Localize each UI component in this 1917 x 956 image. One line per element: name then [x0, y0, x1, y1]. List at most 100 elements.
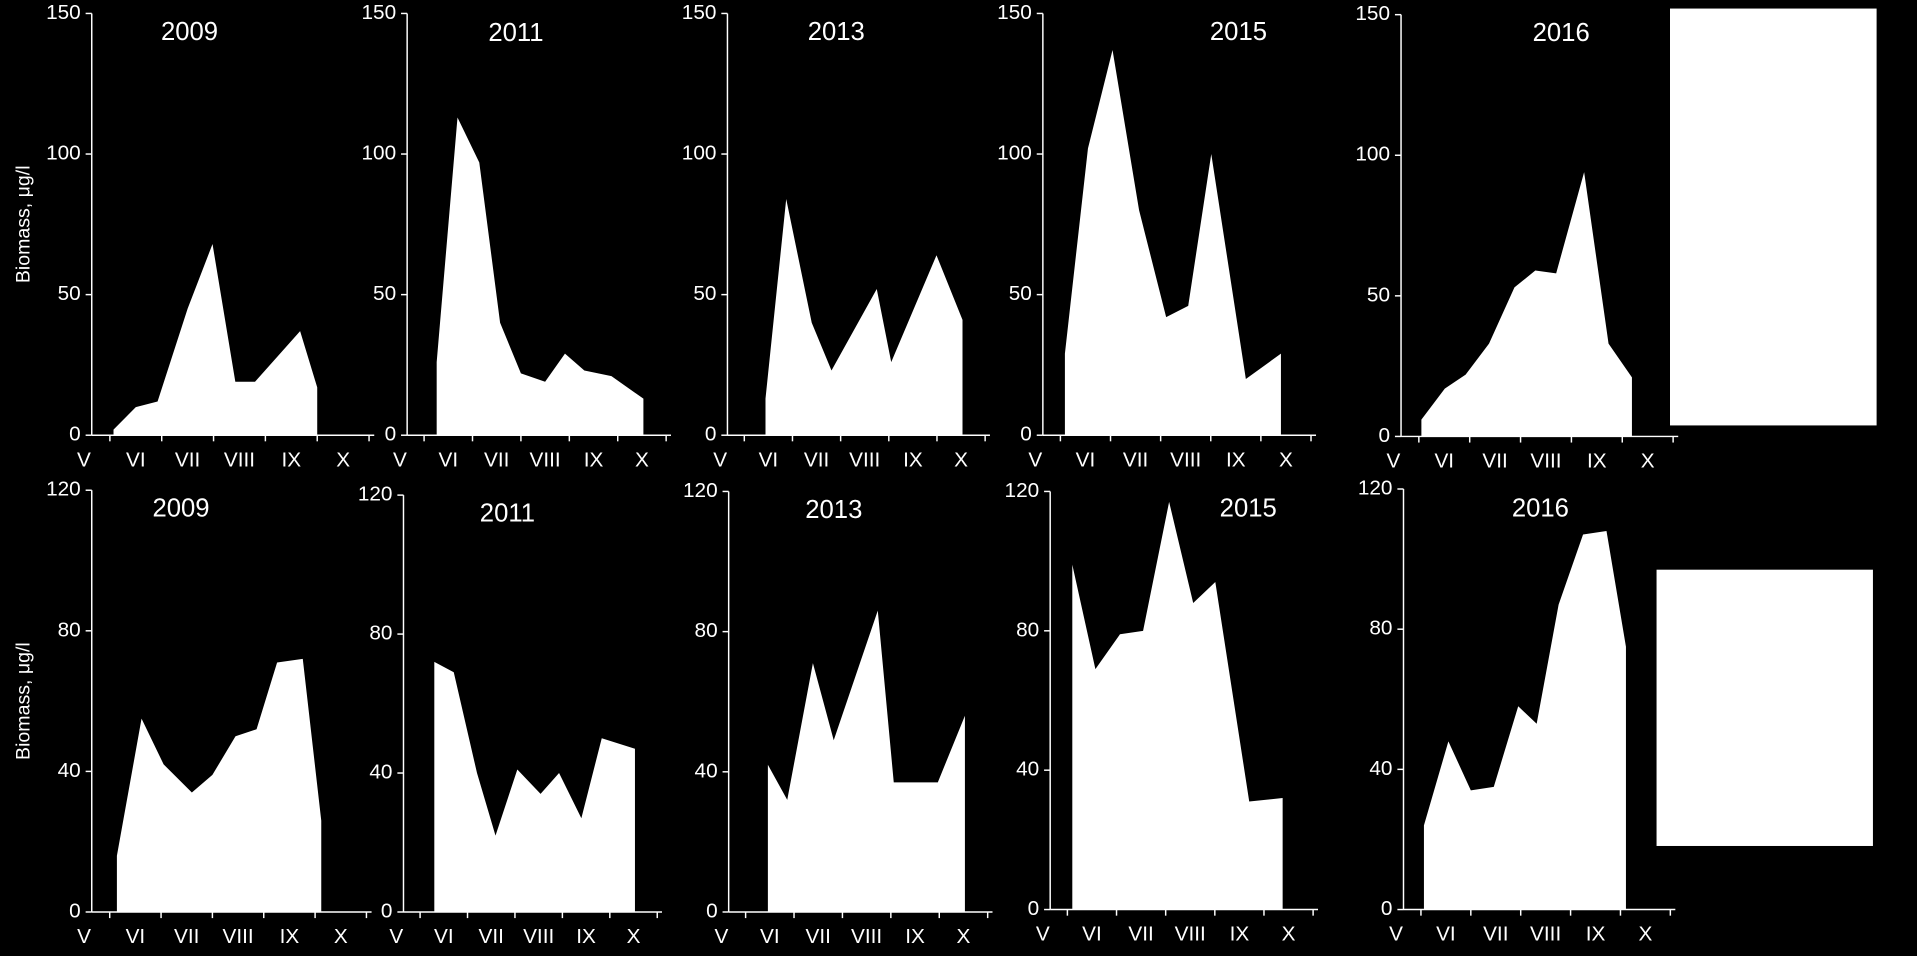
x-tick-label: VIII — [224, 448, 255, 471]
x-tick-label: VI — [760, 925, 780, 948]
x-tick-label: VI — [759, 448, 779, 471]
x-tick-label: X — [1638, 923, 1652, 946]
x-tick-label: VI — [1434, 450, 1454, 473]
x-tick-label: X — [1282, 923, 1296, 946]
x-tick-label: VIII — [1530, 450, 1561, 473]
x-tick-label: VI — [1436, 923, 1456, 946]
x-tick-label: V — [393, 448, 407, 471]
x-tick-label: VII — [1123, 448, 1148, 471]
y-tick-label: 50 — [58, 282, 81, 305]
x-tick-label: IX — [1587, 450, 1607, 473]
chart-title: 2009 — [152, 495, 209, 523]
x-tick-label: VII — [484, 448, 509, 471]
area — [1421, 172, 1632, 437]
x-tick-label: IX — [280, 925, 300, 948]
y-tick-label: 0 — [706, 899, 718, 922]
y-tick-label: 0 — [1020, 423, 1032, 446]
x-tick-label: X — [1641, 450, 1655, 473]
y-tick-label: 0 — [705, 423, 717, 446]
y-tick-label: 150 — [46, 1, 81, 24]
chart-title: 2013 — [805, 496, 862, 524]
x-tick-label: VIII — [222, 925, 253, 948]
x-tick-label: X — [1279, 448, 1293, 471]
y-tick-label: 100 — [682, 142, 717, 165]
area — [1064, 50, 1281, 436]
x-tick-label: VI — [126, 925, 146, 948]
x-tick-label: V — [713, 448, 727, 471]
x-tick-label: V — [77, 448, 91, 471]
x-tick-label: VII — [1128, 923, 1153, 946]
chart-title: 2015 — [1220, 495, 1277, 523]
x-tick-label: VII — [1482, 450, 1507, 473]
x-tick-label: VIII — [851, 925, 882, 948]
y-tick-label: 40 — [58, 759, 81, 782]
y-tick-label: 80 — [369, 622, 392, 645]
y-axis-label: Biomass, μg/l — [13, 165, 35, 283]
x-tick-label: VII — [479, 925, 504, 948]
y-tick-label: 0 — [69, 899, 81, 922]
x-tick-label: VII — [175, 448, 200, 471]
x-tick-label: IX — [903, 448, 923, 471]
x-tick-label: V — [77, 925, 91, 948]
y-tick-label: 120 — [358, 483, 393, 506]
mask-box — [1656, 569, 1873, 846]
y-tick-label: 50 — [1009, 282, 1032, 305]
y-tick-label: 40 — [695, 759, 718, 782]
x-tick-label: VII — [806, 925, 831, 948]
x-tick-label: VI — [438, 448, 458, 471]
chart-title: 2016 — [1512, 495, 1569, 523]
x-tick-label: V — [389, 925, 403, 948]
chart-title: 2009 — [161, 18, 218, 46]
x-tick-label: IX — [584, 448, 604, 471]
x-tick-label: V — [1036, 923, 1050, 946]
x-tick-label: V — [1028, 448, 1042, 471]
y-tick-label: 80 — [1016, 618, 1039, 641]
chart-title: 2013 — [808, 18, 865, 46]
area — [767, 610, 965, 912]
x-tick-label: VIII — [523, 925, 554, 948]
y-tick-label: 0 — [1028, 897, 1040, 920]
x-tick-label: VII — [1483, 923, 1508, 946]
x-tick-label: VI — [126, 448, 146, 471]
y-tick-label: 0 — [385, 423, 397, 446]
x-tick-label: IX — [905, 925, 925, 948]
x-tick-label: VIII — [530, 448, 561, 471]
y-tick-label: 100 — [46, 142, 81, 165]
y-tick-label: 0 — [1378, 424, 1390, 447]
y-tick-label: 50 — [373, 282, 396, 305]
x-tick-label: X — [336, 448, 350, 471]
y-tick-label: 150 — [997, 1, 1032, 24]
x-tick-label: X — [954, 448, 968, 471]
x-tick-label: IX — [281, 448, 301, 471]
x-tick-label: VIII — [849, 448, 880, 471]
area — [434, 661, 635, 912]
x-tick-label: X — [957, 925, 971, 948]
y-tick-label: 50 — [693, 282, 716, 305]
chart-title: 2011 — [488, 19, 543, 47]
y-tick-label: 0 — [381, 899, 393, 922]
chart-title: 2016 — [1533, 19, 1590, 47]
y-tick-label: 50 — [1367, 283, 1390, 306]
y-tick-label: 80 — [695, 619, 718, 642]
y-axis-label: Biomass, μg/l — [13, 642, 35, 760]
y-tick-label: 40 — [1016, 758, 1039, 781]
y-tick-label: 120 — [683, 479, 718, 502]
x-tick-label: VII — [174, 925, 199, 948]
x-tick-label: V — [1386, 450, 1400, 473]
x-tick-label: VI — [1082, 923, 1102, 946]
x-tick-label: IX — [1586, 923, 1606, 946]
x-tick-label: VIII — [1530, 923, 1561, 946]
area — [116, 658, 322, 912]
y-tick-label: 80 — [58, 618, 81, 641]
y-tick-label: 100 — [361, 142, 396, 165]
y-tick-label: 100 — [1355, 143, 1390, 166]
y-tick-label: 0 — [1381, 897, 1393, 920]
y-tick-label: 100 — [997, 142, 1032, 165]
x-tick-label: VI — [434, 925, 454, 948]
area — [765, 199, 963, 436]
x-tick-label: X — [635, 448, 649, 471]
y-tick-label: 40 — [369, 761, 392, 784]
area — [436, 117, 644, 436]
y-tick-label: 120 — [46, 478, 81, 501]
